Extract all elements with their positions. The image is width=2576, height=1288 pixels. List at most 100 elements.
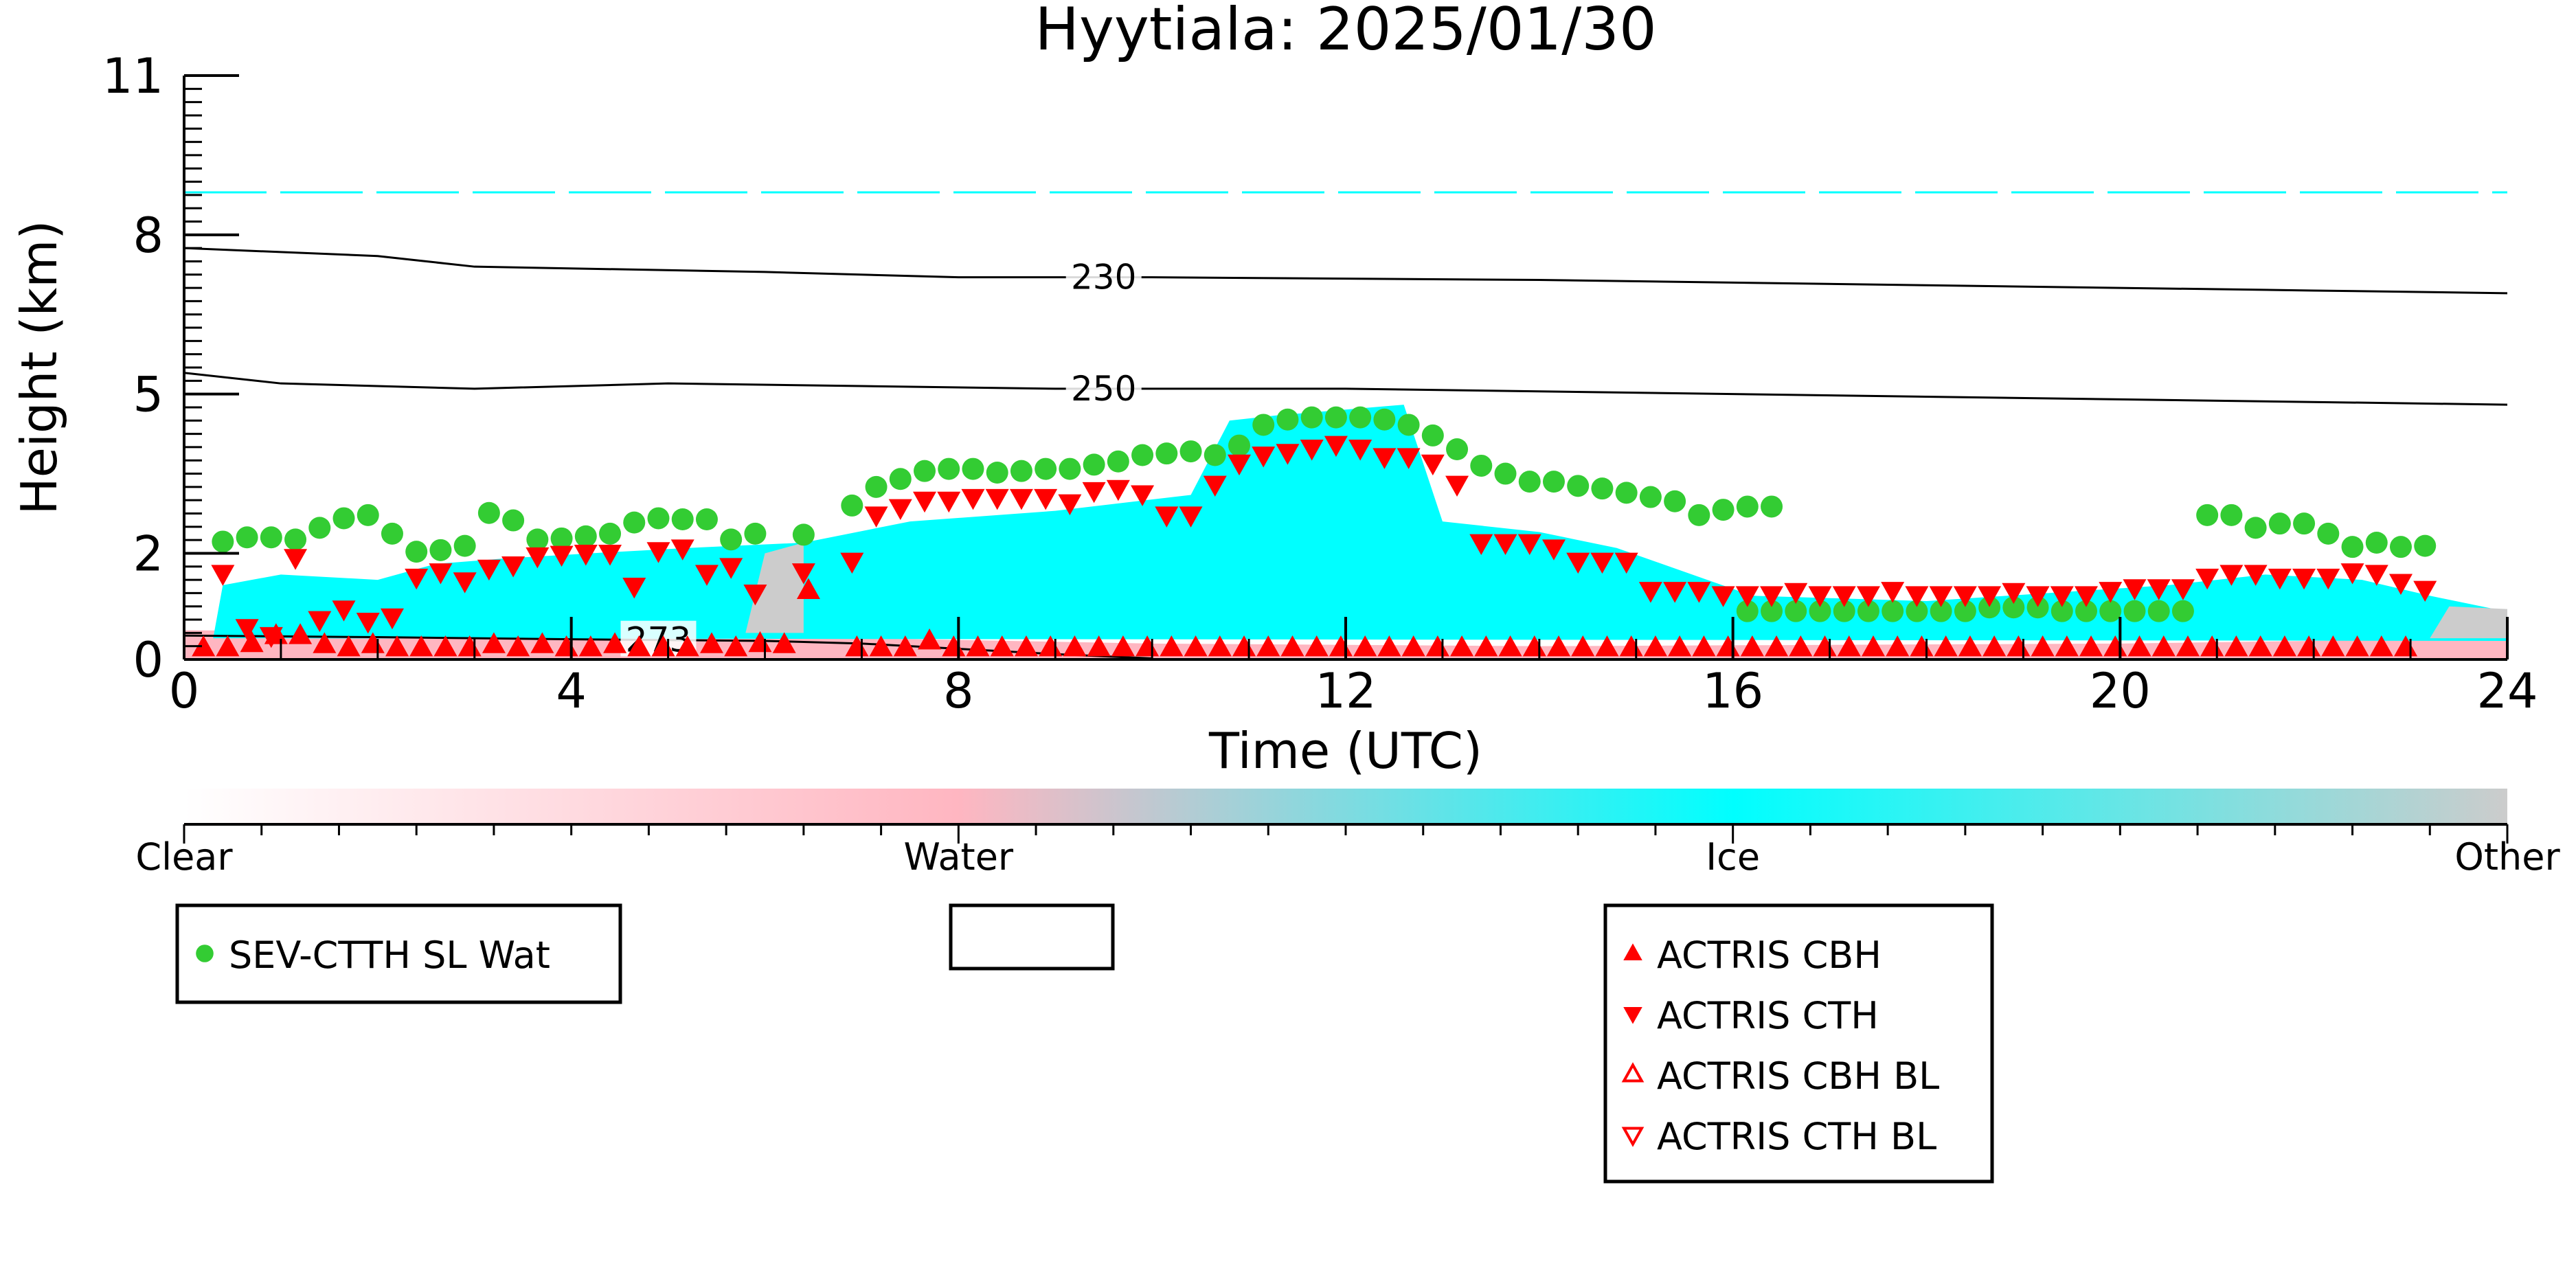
y-axis-label: Height (km) [10, 221, 68, 515]
point-sev-ctth-sl-wat-91 [2414, 534, 2437, 557]
contour-line-250 [183, 372, 2508, 406]
point-actris-cbh-81 [2176, 635, 2200, 657]
point-actris-cbh-10 [433, 635, 457, 657]
x-tick-label: 24 [2476, 663, 2538, 719]
point-actris-cth-18 [646, 542, 670, 563]
point-actris-cbh-18 [627, 635, 651, 657]
point-sev-ctth-sl-wat-82 [2196, 504, 2219, 526]
point-sev-ctth-sl-wat-30 [986, 462, 1008, 484]
classification-colorbar: Clear Water Ice Other [135, 789, 2560, 879]
y-tick-label: 5 [133, 367, 163, 423]
x-tick-label: 4 [556, 663, 587, 719]
point-actris-cbh-22 [724, 635, 748, 657]
point-actris-cth-63 [1784, 583, 1808, 605]
point-actris-cth-46 [1372, 448, 1397, 469]
point-sev-ctth-sl-wat-74 [2002, 596, 2025, 619]
point-actris-cth-38 [1179, 506, 1203, 528]
point-sev-ctth-sl-wat-51 [1494, 462, 1517, 485]
point-sev-ctth-sl-wat-54 [1567, 475, 1590, 497]
point-actris-cth-83 [2268, 568, 2292, 590]
point-actris-cth-17 [622, 577, 646, 599]
point-sev-ctth-sl-wat-49 [1446, 438, 1469, 460]
x-tick-label: 8 [943, 663, 974, 719]
point-sev-ctth-sl-wat-38 [1179, 440, 1202, 463]
point-actris-cth-76 [2099, 582, 2123, 603]
point-sev-ctth-sl-wat-77 [2075, 600, 2098, 622]
point-actris-cth-89 [2413, 580, 2437, 602]
point-sev-ctth-sl-wat-43 [1300, 406, 1323, 429]
point-sev-ctth-sl-wat-7 [381, 522, 403, 545]
x-tick-label: 0 [169, 663, 200, 719]
point-actris-cbh-32 [990, 635, 1014, 657]
point-actris-cbh-4 [289, 623, 313, 644]
point-actris-cth-6 [356, 612, 380, 634]
point-actris-cth-82 [2244, 565, 2268, 586]
point-actris-cbh-65 [1789, 635, 1813, 657]
marker-series [192, 406, 2437, 657]
point-actris-cth-85 [2316, 568, 2340, 590]
point-actris-cbh-80 [2151, 635, 2176, 657]
legend-label-actris-cth: ACTRIS CTH [1657, 994, 1879, 1037]
point-actris-cbh-2 [240, 631, 264, 653]
point-actris-cth-60 [1711, 586, 1735, 607]
point-actris-cth-9 [429, 563, 453, 585]
point-actris-cbh-16 [578, 635, 602, 657]
x-tick-label: 20 [2090, 663, 2151, 719]
point-sev-ctth-sl-wat-11 [477, 501, 500, 524]
point-actris-cth-80 [2195, 568, 2219, 590]
point-actris-cbh-87 [2321, 635, 2345, 657]
point-sev-ctth-sl-wat-10 [453, 534, 476, 557]
point-sev-ctth-sl-wat-15 [574, 525, 597, 547]
point-actris-cbh-6 [337, 635, 361, 657]
point-sev-ctth-sl-wat-17 [623, 511, 646, 534]
point-sev-ctth-sl-wat-53 [1542, 471, 1565, 493]
point-actris-cth-29 [961, 488, 985, 510]
contour-line-230 [183, 247, 2508, 295]
point-sev-ctth-sl-wat-88 [2341, 536, 2364, 558]
colorbar-label-clear: Clear [135, 835, 233, 879]
point-actris-cth-55 [1590, 552, 1614, 574]
y-tick-label: 0 [133, 632, 163, 688]
point-actris-cbh-17 [603, 632, 627, 653]
point-actris-cth-71 [1978, 586, 2002, 607]
point-sev-ctth-sl-wat-4 [308, 517, 331, 539]
point-actris-cth-81 [2219, 565, 2244, 586]
point-actris-cth-64 [1808, 586, 1832, 607]
point-sev-ctth-sl-wat-69 [1882, 600, 1904, 622]
point-actris-cth-28 [937, 491, 961, 513]
point-actris-cbh-67 [1837, 635, 1861, 657]
point-sev-ctth-sl-wat-28 [938, 457, 960, 480]
point-actris-cth-77 [2123, 579, 2147, 600]
point-actris-cbh-69 [1886, 635, 1910, 657]
point-sev-ctth-sl-wat-78 [2099, 600, 2122, 622]
point-actris-cth-4 [308, 611, 332, 633]
contour-line-273 [183, 634, 1153, 659]
point-actris-cth-50 [1469, 534, 1493, 556]
point-sev-ctth-sl-wat-14 [550, 527, 573, 550]
x-axis-label: Time (UTC) [1208, 722, 1482, 780]
point-actris-cth-7 [380, 608, 404, 630]
chart-title: Hyytiala: 2025/01/30 [1035, 0, 1656, 64]
point-actris-cth-8 [405, 568, 429, 590]
point-sev-ctth-sl-wat-52 [1518, 471, 1541, 493]
y-tick-label: 2 [133, 526, 163, 582]
point-actris-cth-79 [2171, 579, 2195, 600]
point-sev-ctth-sl-wat-37 [1155, 442, 1178, 465]
point-actris-cth-12 [501, 556, 526, 578]
point-actris-cth-13 [526, 547, 550, 569]
point-actris-cth-37 [1155, 506, 1179, 528]
point-actris-cth-22 [743, 585, 767, 606]
point-actris-cbh-9 [409, 635, 433, 657]
legend-marker-sev-ctth-sl-wat [196, 945, 214, 962]
point-actris-cbh-84 [2248, 635, 2272, 657]
point-actris-cbh-41 [1208, 635, 1232, 657]
x-tick-label: 12 [1315, 663, 1376, 719]
point-actris-cbh-39 [1160, 635, 1184, 657]
point-actris-cth-11 [477, 559, 501, 581]
point-sev-ctth-sl-wat-39 [1204, 444, 1226, 466]
point-actris-cbh-40 [1184, 635, 1208, 657]
point-sev-ctth-sl-wat-25 [865, 475, 888, 498]
point-actris-cbh-1 [216, 635, 240, 657]
